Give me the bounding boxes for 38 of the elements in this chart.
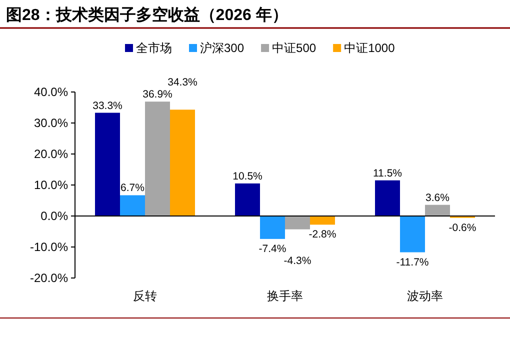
bar [95,112,120,216]
chart-title: 图28：技术类因子多空收益（2026 年） [6,6,288,24]
y-tick-label: 30.0% [34,116,68,130]
y-tick-label: -20.0% [30,271,68,285]
y-tick-label: 20.0% [34,147,68,161]
legend-label: 中证500 [272,41,316,55]
legend-label: 沪深300 [200,41,244,55]
bar [375,180,400,216]
legend-label: 中证1000 [344,41,396,55]
y-tick-label: 40.0% [34,85,68,99]
data-label: 10.5% [232,170,262,182]
bar [120,195,145,216]
legend-label: 全市场 [136,41,172,55]
y-tick-label: -10.0% [30,240,68,254]
x-tick-label: 换手率 [267,289,303,303]
data-label: -4.3% [284,254,312,267]
y-tick-label: 0.0% [40,209,68,223]
data-label: -11.7% [396,256,429,268]
data-label: 3.6% [426,192,450,204]
bar [260,216,285,239]
x-tick-label: 反转 [133,289,157,303]
bar [400,216,425,252]
data-label: 36.9% [142,88,172,101]
bar [170,110,195,216]
bar [145,102,170,216]
data-label: -7.4% [258,242,286,255]
data-label: 11.5% [373,167,402,180]
bar [310,216,335,225]
data-label: 34.3% [168,76,198,89]
data-label: -2.8% [308,228,336,241]
bar [235,183,260,216]
x-tick-label: 波动率 [407,289,443,303]
bar [285,216,310,230]
y-tick-label: 10.0% [34,178,68,192]
data-label: 6.7% [120,182,144,194]
bar [425,204,450,216]
data-label: 33.3% [92,100,122,112]
data-label: -0.6% [448,222,476,234]
